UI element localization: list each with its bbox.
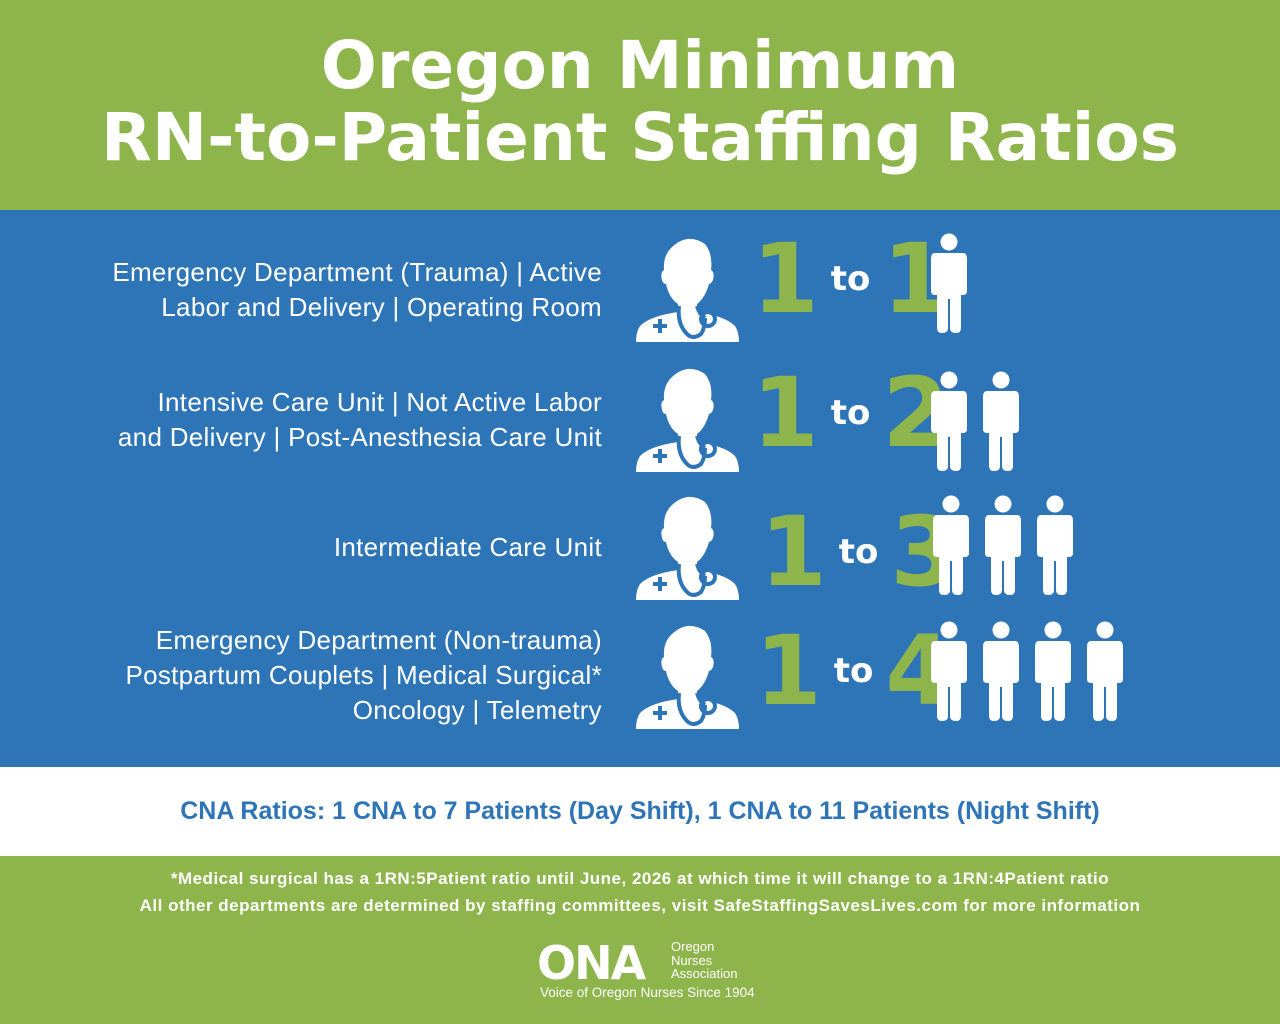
patient-icon xyxy=(985,495,1021,595)
department-line: Intensive Care Unit | Not Active Labor xyxy=(157,387,602,417)
ratio-label: 1 to 3 xyxy=(760,504,957,600)
ratio-to: to xyxy=(838,532,879,572)
department-line: Emergency Department (Trauma) | Active xyxy=(112,257,602,287)
footnote-other-departments: All other departments are determined by … xyxy=(139,896,1141,915)
patient-icon xyxy=(931,621,967,721)
department-line: Postpartum Couplets | Medical Surgical* xyxy=(125,660,602,690)
patient-icons xyxy=(931,371,1019,471)
patient-icon xyxy=(1035,621,1071,721)
patient-icon xyxy=(983,621,1019,721)
department-line: Intermediate Care Unit xyxy=(333,532,602,562)
logo-acronym: ONA xyxy=(537,936,646,990)
nurse-icon xyxy=(635,364,740,474)
ratio-label: 1 to 1 xyxy=(752,231,949,327)
department-line: Oncology | Telemetry xyxy=(352,695,602,725)
patient-icon xyxy=(983,371,1019,471)
department-list: Intensive Care Unit | Not Active Labor an… xyxy=(118,385,602,455)
logo-tagline: Voice of Oregon Nurses Since 1904 xyxy=(540,985,755,1000)
department-list: Emergency Department (Non-trauma) Postpar… xyxy=(125,623,602,728)
department-line: Emergency Department (Non-trauma) xyxy=(155,625,602,655)
ratio-to: to xyxy=(830,393,871,433)
ratio-label: 1 to 2 xyxy=(752,365,949,461)
rn-count: 1 xyxy=(760,496,827,608)
ratio-to: to xyxy=(833,651,874,691)
patient-icons xyxy=(933,495,1073,595)
cna-ratios: CNA Ratios: 1 CNA to 7 Patients (Day Shi… xyxy=(0,767,1280,856)
department-line: Labor and Delivery | Operating Room xyxy=(161,292,602,322)
footer: *Medical surgical has a 1RN:5Patient rat… xyxy=(0,856,1280,1024)
department-list: Intermediate Care Unit xyxy=(334,530,602,565)
logo-org-name: Oregon Nurses Association xyxy=(671,940,737,981)
header-banner: Oregon Minimum RN-to-Patient Staffing Ra… xyxy=(0,0,1280,210)
patient-icons xyxy=(931,621,1123,721)
page-title-line2: RN-to-Patient Staffing Ratios xyxy=(101,99,1179,176)
logo-org-line: Association xyxy=(671,966,738,981)
rn-count: 1 xyxy=(755,615,822,727)
logo-org-line: Oregon xyxy=(671,939,715,954)
nurse-icon xyxy=(635,621,740,731)
patient-icon xyxy=(933,495,969,595)
patient-icon xyxy=(1087,621,1123,721)
nurse-icon xyxy=(635,492,740,602)
patient-icon xyxy=(931,371,967,471)
nurse-icon xyxy=(635,234,740,344)
department-line: and Delivery | Post-Anesthesia Care Unit xyxy=(117,422,602,452)
footnote-med-surg: *Medical surgical has a 1RN:5Patient rat… xyxy=(170,869,1110,888)
ona-logo: ONA Oregon Nurses Association Voice of O… xyxy=(537,936,755,1004)
rn-count: 1 xyxy=(752,223,819,335)
ratio-to: to xyxy=(830,259,871,299)
ratio-label: 1 to 4 xyxy=(755,623,952,719)
logo-org-line: Nurses xyxy=(671,952,713,968)
page-title-line1: Oregon Minimum xyxy=(320,27,960,104)
patient-icon xyxy=(1037,495,1073,595)
patient-icon xyxy=(931,233,967,333)
rn-count: 1 xyxy=(752,357,819,469)
department-list: Emergency Department (Trauma) | Active La… xyxy=(112,255,602,325)
patient-icons xyxy=(931,233,967,333)
